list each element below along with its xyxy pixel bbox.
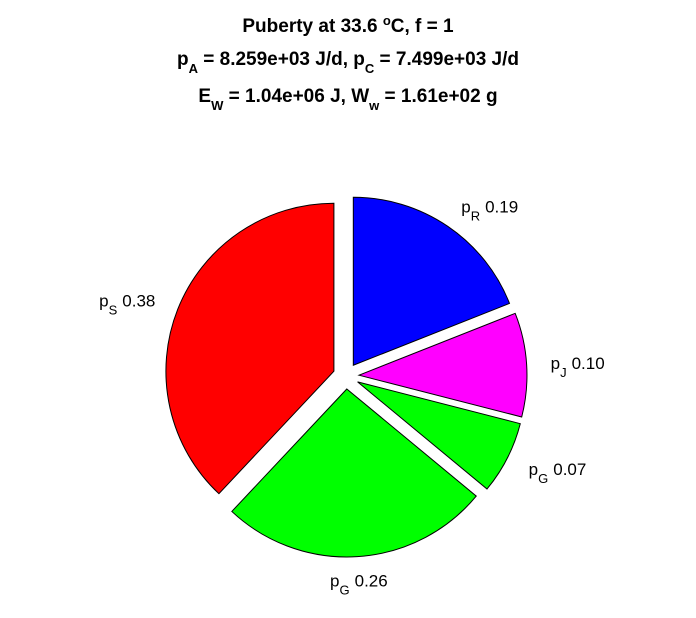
pie-slice — [357, 381, 521, 490]
label-subscript: G — [538, 471, 548, 486]
label-symbol: p — [551, 354, 560, 373]
label-value: 0.19 — [485, 197, 518, 216]
label-subscript: S — [109, 302, 118, 317]
title-text: Puberty at 33.6 — [242, 16, 382, 37]
slice-label: pS 0.38 — [99, 292, 155, 318]
label-subscript: R — [471, 208, 480, 223]
label-symbol: p — [99, 292, 108, 311]
title-sub: W — [211, 98, 224, 113]
title-text: = 1.04e+06 J, W — [223, 86, 369, 107]
label-subscript: J — [560, 365, 567, 380]
title-text: p — [177, 49, 189, 70]
title-text: = 8.259e+03 J/d, p — [198, 49, 365, 70]
label-value: 0.26 — [355, 572, 388, 591]
label-value: 0.07 — [553, 460, 586, 479]
pie-slice — [165, 202, 335, 495]
chart-title: EW = 1.04e+06 J, Ww = 1.61e+02 g — [198, 86, 497, 113]
slice-label: pR 0.19 — [461, 197, 518, 223]
title-text: C, f = 1 — [391, 16, 454, 37]
pie-slice — [231, 388, 477, 558]
label-symbol: p — [529, 460, 538, 479]
slice-label: pG 0.26 — [330, 572, 388, 598]
label-value: 0.10 — [572, 354, 605, 373]
slice-label: pJ 0.10 — [551, 354, 605, 380]
slice-label: pG 0.07 — [529, 460, 587, 486]
title-sup: o — [383, 13, 391, 28]
pie-slice — [357, 312, 528, 418]
label-symbol: p — [330, 572, 339, 591]
title-sub: C — [365, 61, 375, 76]
chart-title: Puberty at 33.6 oC, f = 1 — [242, 13, 454, 38]
title-text: = 1.61e+02 g — [379, 86, 497, 107]
pie-slice — [352, 196, 511, 366]
title-sub: A — [189, 61, 199, 76]
title-text: = 7.499e+03 J/d — [374, 49, 519, 70]
label-value: 0.38 — [122, 292, 155, 311]
chart-title: pA = 8.259e+03 J/d, pC = 7.499e+03 J/d — [177, 49, 519, 76]
label-subscript: G — [339, 582, 349, 597]
title-text: E — [198, 86, 211, 107]
title-sub: w — [368, 98, 380, 113]
label-symbol: p — [461, 197, 470, 216]
